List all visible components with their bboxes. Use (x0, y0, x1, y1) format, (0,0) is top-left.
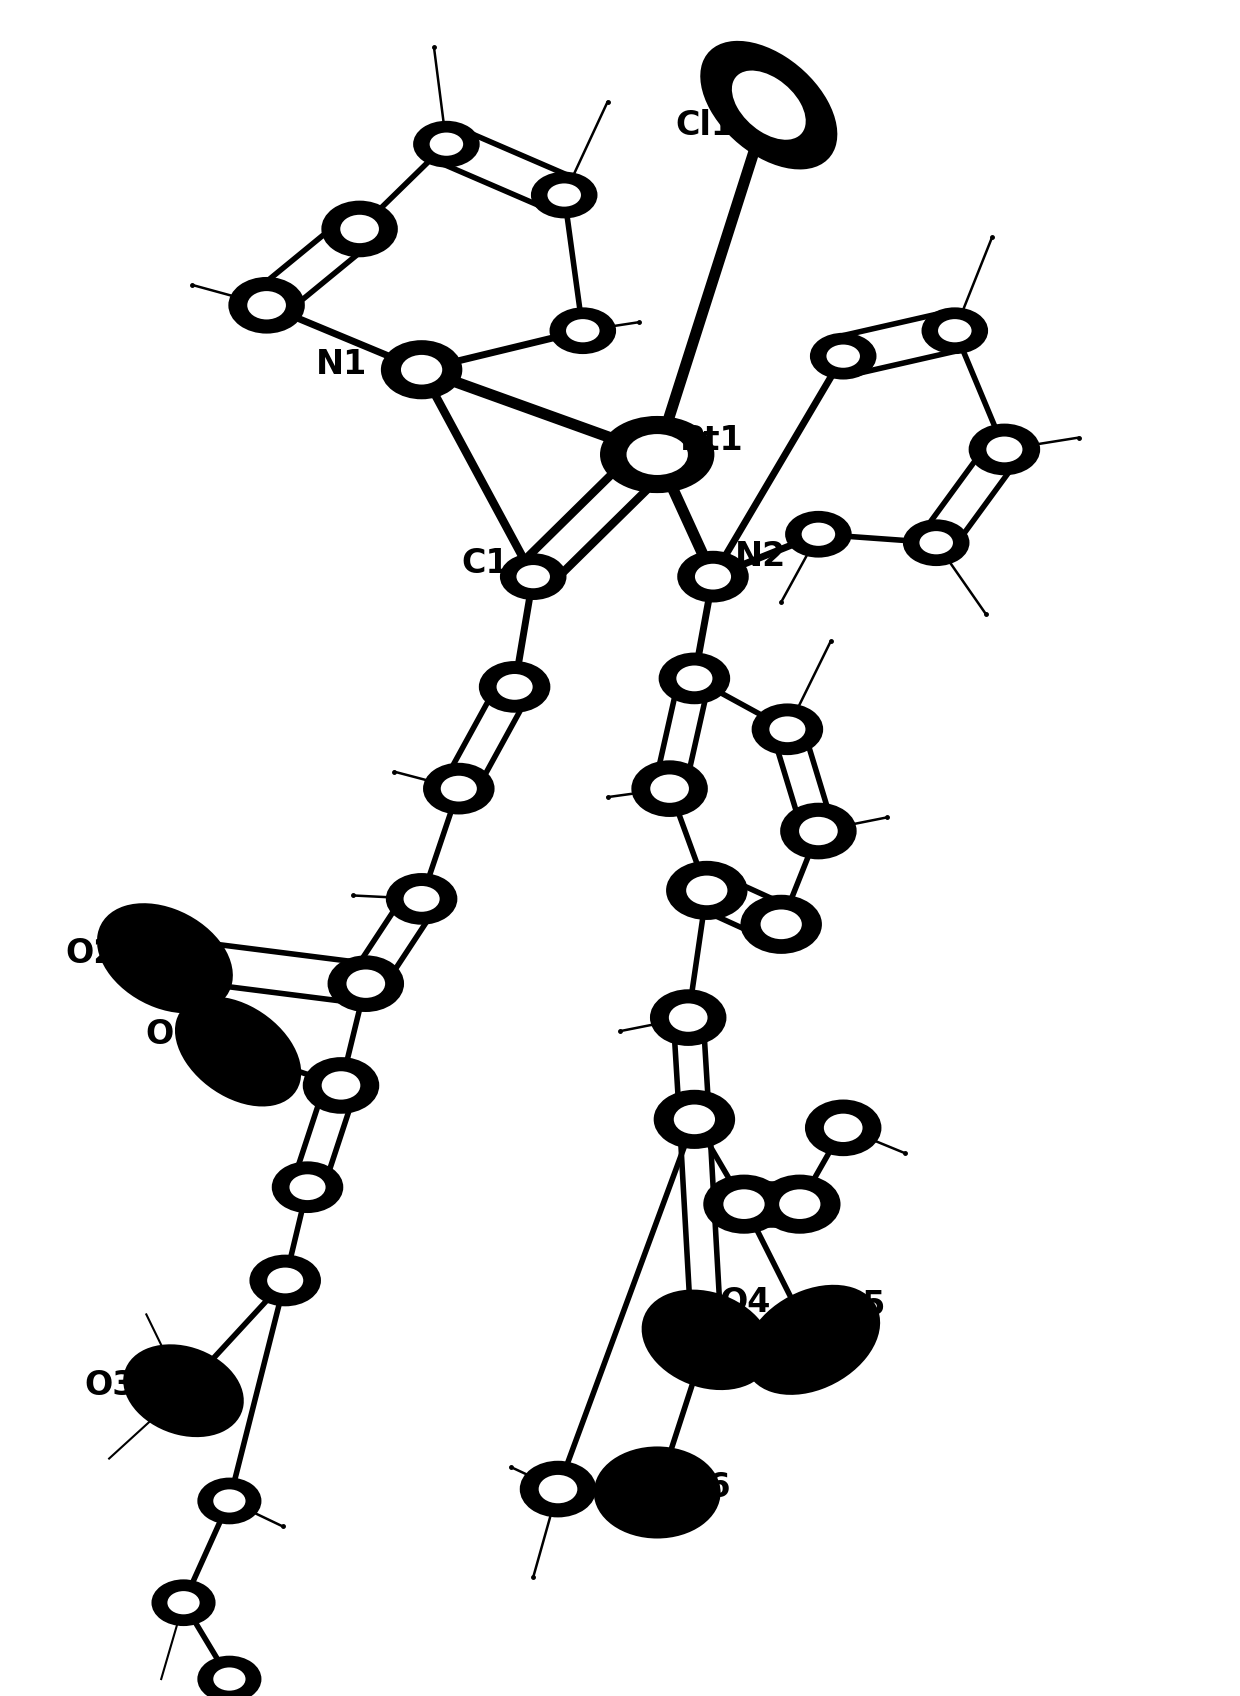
Ellipse shape (723, 1189, 765, 1219)
Text: Cl1: Cl1 (676, 109, 735, 142)
Ellipse shape (937, 319, 972, 343)
Ellipse shape (779, 1189, 821, 1219)
Ellipse shape (632, 762, 707, 816)
Ellipse shape (340, 215, 379, 243)
Ellipse shape (267, 1267, 304, 1294)
Ellipse shape (247, 292, 286, 319)
Ellipse shape (601, 417, 713, 492)
Ellipse shape (753, 704, 822, 755)
Text: O3: O3 (84, 1369, 136, 1403)
Ellipse shape (440, 775, 477, 802)
Ellipse shape (704, 1175, 784, 1233)
Ellipse shape (98, 904, 232, 1013)
Ellipse shape (289, 1174, 326, 1201)
Ellipse shape (668, 1004, 708, 1031)
Ellipse shape (781, 804, 856, 858)
Ellipse shape (678, 551, 748, 602)
Ellipse shape (919, 531, 954, 555)
Ellipse shape (516, 565, 551, 589)
Ellipse shape (329, 957, 403, 1011)
Ellipse shape (651, 990, 725, 1045)
Ellipse shape (382, 341, 461, 399)
Ellipse shape (153, 1581, 215, 1625)
Ellipse shape (547, 183, 582, 207)
Ellipse shape (167, 1591, 200, 1615)
Ellipse shape (626, 434, 688, 475)
Ellipse shape (811, 334, 875, 378)
Ellipse shape (532, 173, 596, 217)
Text: N1: N1 (316, 348, 367, 382)
Ellipse shape (198, 1657, 260, 1696)
Ellipse shape (213, 1667, 246, 1691)
Ellipse shape (904, 521, 968, 565)
Ellipse shape (521, 1462, 595, 1516)
Ellipse shape (496, 673, 533, 700)
Ellipse shape (429, 132, 464, 156)
Ellipse shape (673, 1104, 715, 1135)
Ellipse shape (538, 1476, 578, 1503)
Ellipse shape (229, 278, 304, 332)
Ellipse shape (565, 319, 600, 343)
Ellipse shape (551, 309, 615, 353)
Ellipse shape (198, 1479, 260, 1523)
Ellipse shape (176, 997, 300, 1106)
Ellipse shape (923, 309, 987, 353)
Ellipse shape (650, 775, 689, 802)
Ellipse shape (823, 1114, 863, 1141)
Ellipse shape (125, 1345, 242, 1437)
Ellipse shape (644, 1291, 770, 1389)
Ellipse shape (414, 122, 479, 166)
Ellipse shape (321, 1072, 361, 1099)
Ellipse shape (806, 1101, 880, 1155)
Ellipse shape (387, 873, 456, 924)
Ellipse shape (480, 661, 549, 712)
Ellipse shape (745, 1286, 879, 1394)
Text: O6: O6 (680, 1470, 732, 1504)
Ellipse shape (304, 1058, 378, 1113)
Ellipse shape (826, 344, 861, 368)
Ellipse shape (801, 522, 836, 546)
Text: O2: O2 (66, 936, 117, 970)
Ellipse shape (273, 1162, 342, 1213)
Ellipse shape (760, 909, 802, 940)
Ellipse shape (732, 71, 806, 139)
Ellipse shape (786, 512, 851, 556)
Ellipse shape (424, 763, 494, 814)
Ellipse shape (501, 555, 565, 599)
Ellipse shape (970, 424, 1039, 475)
Ellipse shape (769, 716, 806, 743)
Ellipse shape (799, 817, 838, 845)
Ellipse shape (667, 862, 746, 919)
Text: O5: O5 (835, 1289, 887, 1323)
Ellipse shape (403, 885, 440, 912)
Ellipse shape (986, 436, 1023, 463)
Ellipse shape (401, 354, 443, 385)
Ellipse shape (702, 42, 836, 168)
Text: O1: O1 (145, 1018, 196, 1052)
Ellipse shape (655, 1091, 734, 1148)
Ellipse shape (250, 1255, 320, 1306)
Text: Pt1: Pt1 (680, 424, 743, 458)
Ellipse shape (742, 895, 821, 953)
Text: N2: N2 (735, 539, 786, 573)
Ellipse shape (676, 665, 713, 692)
Text: C1: C1 (461, 546, 508, 580)
Ellipse shape (686, 875, 728, 906)
Ellipse shape (322, 202, 397, 256)
Ellipse shape (760, 1175, 839, 1233)
Ellipse shape (346, 970, 386, 997)
Ellipse shape (660, 653, 729, 704)
Text: O4: O4 (719, 1286, 770, 1319)
Ellipse shape (694, 563, 732, 590)
Ellipse shape (595, 1448, 719, 1537)
Ellipse shape (213, 1489, 246, 1513)
